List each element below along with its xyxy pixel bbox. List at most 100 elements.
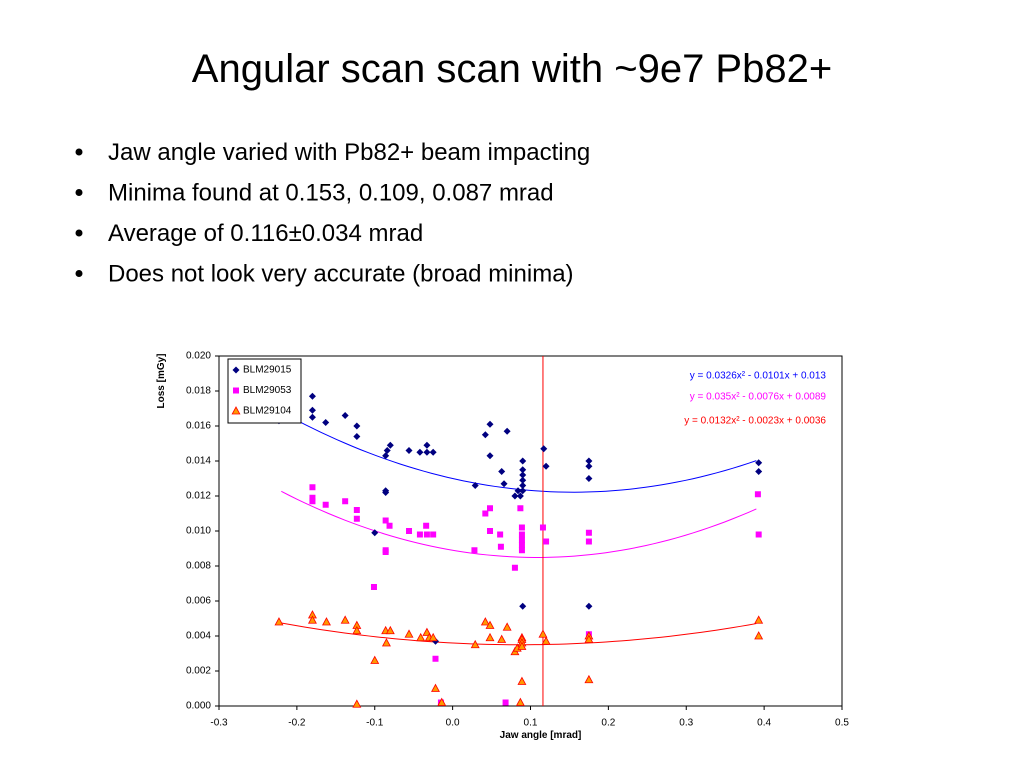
data-point: [485, 620, 495, 629]
data-point: [518, 536, 525, 543]
y-tick-label: 0.002: [186, 666, 211, 677]
data-point: [385, 625, 395, 635]
data-point: [370, 655, 380, 664]
data-point: [308, 413, 316, 421]
data-point: [423, 531, 430, 538]
y-tick-label: 0.010: [186, 526, 211, 537]
fit-equation: y = 0.0326x² - 0.0101x + 0.013: [690, 371, 827, 382]
data-point: [486, 420, 494, 428]
data-point: [416, 448, 424, 456]
bullet-dot: [75, 148, 83, 156]
data-point: [470, 639, 480, 649]
data-point: [755, 459, 763, 467]
data-point: [754, 491, 761, 498]
data-point: [519, 476, 527, 484]
data-point: [755, 468, 763, 475]
data-point: [517, 676, 527, 685]
data-point: [519, 457, 527, 465]
legend-label: BLM29053: [243, 385, 292, 396]
bullet-text: Minima found at 0.153, 0.109, 0.087 mrad: [108, 180, 554, 207]
fit-equation: y = 0.035x² - 0.0076x + 0.0089: [690, 392, 827, 403]
data-point: [382, 549, 389, 555]
data-point: [585, 457, 593, 465]
data-point: [519, 471, 527, 479]
plot-area: [218, 355, 843, 707]
data-point: [585, 602, 593, 610]
data-point: [471, 482, 479, 489]
data-point: [406, 528, 413, 534]
data-point: [429, 448, 437, 456]
data-point: [754, 631, 764, 640]
data-point: [518, 542, 525, 548]
data-point: [584, 674, 594, 684]
data-point: [381, 638, 391, 647]
data-point: [322, 501, 329, 508]
legend-marker: [231, 406, 241, 415]
data-point: [542, 462, 550, 470]
data-point: [321, 617, 331, 626]
data-point: [541, 636, 551, 645]
data-point: [430, 531, 437, 538]
data-point: [382, 489, 390, 496]
data-point: [519, 466, 527, 474]
data-point: [383, 447, 391, 454]
data-point: [486, 452, 494, 460]
data-point: [416, 632, 426, 642]
data-point: [274, 617, 284, 626]
data-point: [352, 699, 362, 708]
data-point: [497, 531, 504, 538]
y-tick-label: 0.012: [186, 491, 211, 502]
data-point: [754, 615, 764, 624]
data-point: [423, 441, 431, 449]
x-tick-label: 0.0: [446, 718, 460, 729]
x-tick-label: 0.2: [601, 718, 615, 729]
data-point: [540, 445, 548, 453]
data-point: [485, 632, 495, 642]
data-point: [538, 629, 548, 638]
data-point: [480, 617, 490, 626]
data-point: [518, 524, 525, 531]
data-point: [423, 448, 431, 456]
bullet-dot: [75, 229, 83, 237]
data-point: [340, 615, 350, 624]
y-tick-label: 0.016: [186, 421, 211, 432]
bullet-dot: [75, 189, 83, 196]
x-tick-label: -0.2: [288, 718, 306, 729]
data-point: [309, 484, 316, 491]
legend-marker: [232, 366, 240, 374]
data-point: [341, 412, 349, 419]
data-point: [497, 634, 507, 643]
x-tick-label: 0.1: [524, 718, 538, 729]
bullet-text: Average of 0.116±0.034 mrad: [108, 220, 423, 247]
data-point: [585, 462, 593, 470]
data-point: [404, 629, 414, 638]
data-point: [352, 625, 362, 635]
data-point: [382, 517, 389, 524]
y-tick-label: 0.014: [186, 456, 211, 467]
data-point: [386, 441, 394, 449]
bullet-dot: [75, 270, 83, 277]
data-point: [511, 492, 519, 500]
data-point: [516, 492, 524, 500]
data-point: [482, 510, 489, 517]
data-point: [308, 406, 316, 414]
data-point: [370, 584, 377, 590]
data-point: [502, 622, 512, 631]
x-tick-label: 0.5: [835, 718, 849, 729]
data-point: [514, 487, 522, 495]
bullet-list: Jaw angle varied with Pb82+ beam impacti…: [75, 139, 590, 288]
data-point: [353, 515, 360, 522]
slide-title: Angular scan scan with ~9e7 Pb82+: [192, 47, 832, 91]
data-point: [500, 480, 508, 488]
legend-label: BLM29015: [243, 365, 292, 376]
data-point: [382, 452, 390, 460]
y-tick-label: 0.004: [186, 631, 211, 642]
x-tick-label: -0.1: [366, 718, 384, 729]
y-tick-label: 0.006: [186, 596, 211, 607]
data-point: [309, 494, 316, 501]
data-point: [353, 507, 360, 513]
data-point: [487, 528, 494, 534]
data-point: [307, 615, 317, 624]
data-point: [428, 632, 438, 642]
